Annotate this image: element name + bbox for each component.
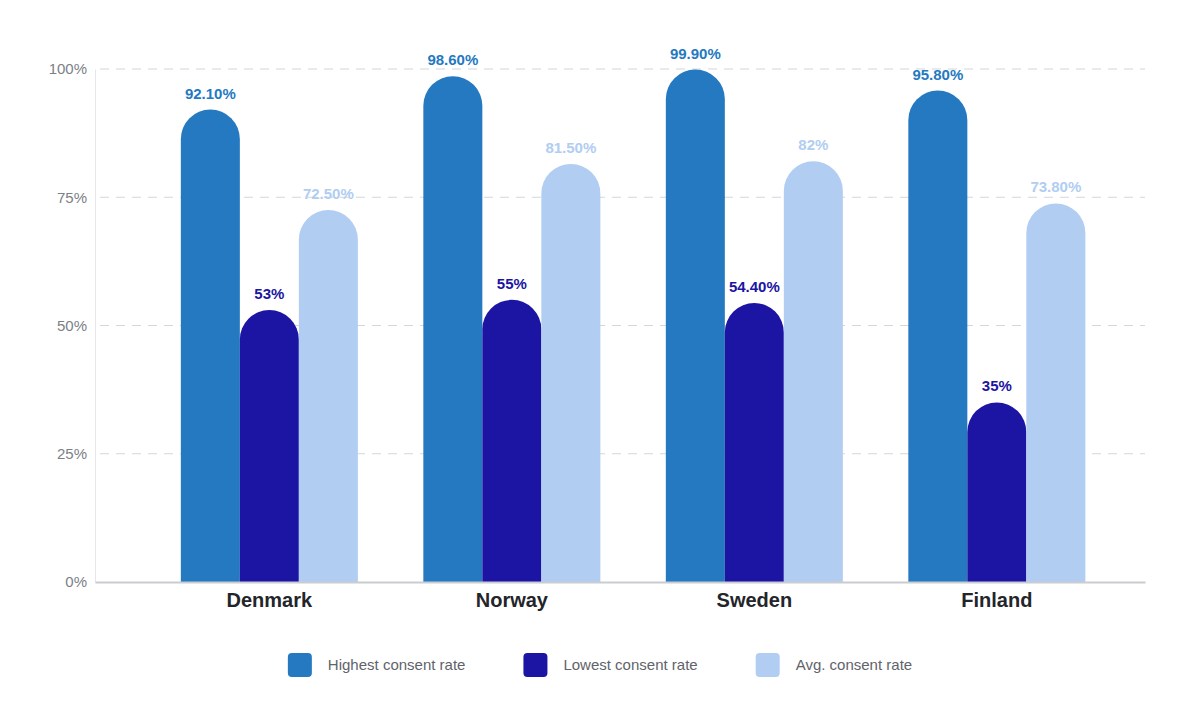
bar — [482, 300, 541, 582]
x-tick-label: Finland — [961, 589, 1032, 611]
data-label: 53% — [254, 285, 284, 302]
bar — [908, 91, 967, 582]
legend-item: Lowest consent rate — [523, 653, 697, 677]
data-label: 35% — [982, 377, 1012, 394]
x-tick: Finland — [961, 582, 1032, 611]
x-tick-label: Norway — [476, 589, 549, 611]
data-label: 54.40% — [729, 278, 780, 295]
legend-item: Avg. consent rate — [756, 653, 912, 677]
x-axis: Denmark Norway Sweden Finland — [96, 582, 1146, 611]
legend-item: Highest consent rate — [288, 653, 466, 677]
y-axis-line — [95, 70, 96, 583]
y-tick: 75% — [57, 189, 95, 206]
y-tick-label: 0% — [65, 573, 87, 590]
bar — [240, 310, 299, 582]
y-tick-label: 25% — [57, 445, 87, 462]
bar — [181, 110, 240, 582]
y-tick: 100% — [49, 60, 95, 77]
y-tick: 50% — [57, 317, 95, 334]
bar — [423, 76, 482, 582]
data-label: 98.60% — [427, 51, 478, 68]
legend-swatch — [523, 653, 547, 677]
data-label: 55% — [497, 275, 527, 292]
legend-swatch — [756, 653, 780, 677]
bar — [299, 210, 358, 582]
x-tick-label: Sweden — [717, 589, 793, 611]
bar — [784, 161, 843, 582]
y-tick-label: 100% — [49, 60, 87, 77]
legend: Highest consent rate Lowest consent rate A… — [288, 653, 912, 677]
bar — [666, 70, 725, 582]
y-tick-label: 75% — [57, 189, 87, 206]
y-tick: 0% — [65, 573, 95, 590]
data-label: 73.80% — [1030, 178, 1081, 195]
y-tick: 25% — [57, 445, 95, 462]
data-label: 92.10% — [185, 85, 236, 102]
legend-label: Lowest consent rate — [563, 656, 697, 673]
legend-label: Highest consent rate — [328, 656, 466, 673]
data-label: 72.50% — [303, 185, 354, 202]
x-axis-line — [96, 582, 1146, 584]
data-label: 82% — [798, 136, 828, 153]
grid-line — [100, 197, 1145, 198]
chart: 0% 25% 50% 75% 100% 92.10% 98.60% 99.90% 95.80% 5… — [0, 0, 1200, 715]
bar — [1026, 203, 1085, 582]
data-label: 99.90% — [670, 45, 721, 62]
legend-label: Avg. consent rate — [796, 656, 912, 673]
grid-line — [100, 68, 1145, 69]
x-tick: Denmark — [227, 582, 313, 611]
data-label: 81.50% — [545, 139, 596, 156]
x-tick: Sweden — [717, 582, 793, 611]
data-label: 95.80% — [912, 66, 963, 83]
x-tick: Norway — [476, 582, 549, 611]
data-labels: 92.10% 98.60% 99.90% 95.80% 53% 55% 54.40% 35% 7… — [185, 45, 1081, 395]
y-axis: 0% 25% 50% 75% 100% — [49, 60, 96, 590]
y-tick-label: 50% — [57, 317, 87, 334]
bars — [181, 70, 1086, 582]
bar — [967, 402, 1026, 582]
x-tick-label: Denmark — [227, 589, 313, 611]
bar — [541, 164, 600, 582]
legend-swatch — [288, 653, 312, 677]
bar — [725, 303, 784, 582]
